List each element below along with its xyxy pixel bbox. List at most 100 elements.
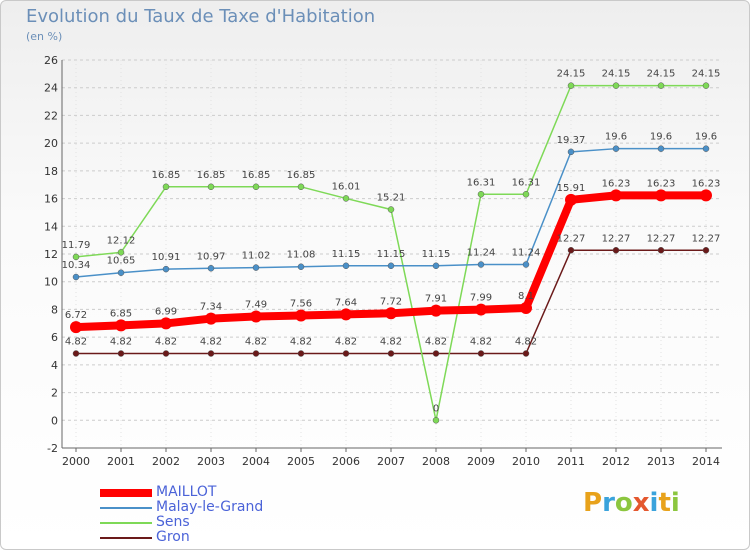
data-label: 4.82 bbox=[470, 336, 492, 347]
data-label: 16.85 bbox=[152, 170, 181, 181]
data-point bbox=[610, 189, 622, 202]
x-tick-label: 2010 bbox=[512, 455, 540, 468]
y-tick-label: -2 bbox=[47, 442, 58, 455]
data-label: 0 bbox=[433, 403, 439, 414]
data-point bbox=[205, 312, 217, 325]
proxiti-logo: Proxiti bbox=[583, 488, 680, 518]
data-label: 11.15 bbox=[377, 249, 406, 260]
x-tick-label: 2006 bbox=[332, 455, 360, 468]
data-label: 16.85 bbox=[242, 170, 271, 181]
data-label: 24.15 bbox=[647, 69, 676, 80]
data-point bbox=[342, 195, 350, 202]
data-point bbox=[297, 263, 305, 270]
data-point bbox=[612, 145, 620, 152]
data-point bbox=[252, 183, 260, 191]
data-label: 11.15 bbox=[422, 249, 451, 260]
data-point bbox=[702, 145, 710, 152]
data-label: 12.12 bbox=[107, 235, 136, 246]
data-point bbox=[477, 191, 485, 198]
data-label: 15.21 bbox=[377, 193, 406, 204]
legend-label: MAILLOT bbox=[156, 484, 217, 500]
data-label: 7.49 bbox=[245, 299, 267, 310]
legend-swatch bbox=[100, 507, 152, 509]
legend-label: Sens bbox=[156, 514, 190, 530]
data-label: 4.82 bbox=[425, 336, 447, 347]
x-tick-label: 2012 bbox=[602, 455, 630, 468]
data-label: 16.23 bbox=[647, 178, 676, 189]
data-point bbox=[342, 262, 350, 270]
x-tick-label: 2008 bbox=[422, 455, 450, 468]
data-label: 11.24 bbox=[512, 248, 541, 259]
data-label: 11.79 bbox=[62, 240, 91, 251]
y-tick-label: 4 bbox=[51, 359, 58, 372]
data-point bbox=[117, 249, 125, 256]
data-point bbox=[702, 247, 710, 254]
data-label: 7.72 bbox=[380, 296, 402, 307]
data-point bbox=[702, 82, 710, 89]
data-point bbox=[115, 319, 127, 332]
data-label: 19.6 bbox=[605, 132, 627, 143]
data-label: 4.82 bbox=[515, 336, 537, 347]
data-point bbox=[387, 206, 395, 213]
data-label: 10.34 bbox=[62, 260, 91, 271]
data-point bbox=[117, 269, 125, 276]
data-point bbox=[297, 183, 305, 191]
x-tick-label: 2007 bbox=[377, 455, 405, 468]
data-point bbox=[70, 321, 82, 334]
data-point bbox=[565, 193, 577, 206]
logo-letter: o bbox=[614, 488, 633, 518]
data-point bbox=[252, 350, 260, 357]
y-tick-label: 0 bbox=[51, 414, 58, 427]
data-point bbox=[117, 350, 125, 357]
y-tick-label: 8 bbox=[51, 303, 58, 316]
data-point bbox=[387, 350, 395, 357]
data-point bbox=[297, 350, 305, 357]
data-label: 4.82 bbox=[155, 336, 177, 347]
data-label: 7.56 bbox=[290, 299, 312, 310]
data-label: 19.6 bbox=[650, 132, 672, 143]
data-label: 16.23 bbox=[692, 178, 721, 189]
data-label: 16.85 bbox=[287, 170, 316, 181]
data-label: 4.82 bbox=[65, 336, 87, 347]
y-tick-label: 14 bbox=[44, 220, 58, 233]
y-tick-label: 22 bbox=[44, 109, 58, 122]
data-point bbox=[567, 82, 575, 89]
legend-label: Gron bbox=[156, 529, 190, 545]
data-label: 4.82 bbox=[110, 336, 132, 347]
x-tick-label: 2009 bbox=[467, 455, 495, 468]
data-label: 10.65 bbox=[107, 256, 136, 267]
x-tick-label: 2003 bbox=[197, 455, 225, 468]
y-tick-label: 18 bbox=[44, 165, 58, 178]
data-point bbox=[432, 262, 440, 270]
logo-letter: t bbox=[658, 488, 671, 518]
data-label: 6.85 bbox=[110, 308, 132, 319]
data-label: 4.82 bbox=[200, 336, 222, 347]
data-label: 7.99 bbox=[470, 293, 492, 304]
data-point bbox=[340, 308, 352, 321]
data-label: 16.31 bbox=[467, 177, 496, 188]
y-tick-label: 20 bbox=[44, 137, 58, 150]
data-point bbox=[160, 317, 172, 330]
x-tick-label: 2002 bbox=[152, 455, 180, 468]
data-label: 11.15 bbox=[332, 249, 361, 260]
data-label: 4.82 bbox=[245, 336, 267, 347]
x-tick-label: 2014 bbox=[692, 455, 720, 468]
data-point bbox=[612, 247, 620, 254]
data-label: 7.34 bbox=[200, 302, 222, 313]
data-point bbox=[72, 350, 80, 357]
logo-letter: x bbox=[632, 488, 650, 518]
y-tick-label: 26 bbox=[44, 54, 58, 67]
chart-title: Evolution du Taux de Taxe d'Habitation bbox=[26, 6, 376, 27]
y-tick-label: 6 bbox=[51, 331, 58, 344]
data-label: 4.82 bbox=[380, 336, 402, 347]
data-point bbox=[387, 262, 395, 270]
data-label: 16.23 bbox=[602, 178, 631, 189]
data-point bbox=[252, 264, 260, 271]
data-label: 11.24 bbox=[467, 248, 496, 259]
data-point bbox=[250, 310, 262, 323]
logo-letter: r bbox=[602, 488, 615, 518]
y-tick-label: 2 bbox=[51, 387, 58, 400]
data-point bbox=[657, 145, 665, 152]
